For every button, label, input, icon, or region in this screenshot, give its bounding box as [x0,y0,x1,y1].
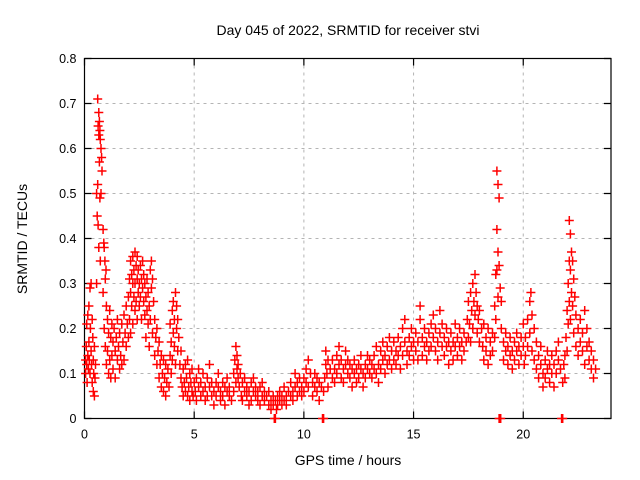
y-tick-label: 0.8 [59,52,76,66]
y-tick-label: 0.7 [59,97,76,111]
x-tick-label: 15 [407,428,421,442]
y-tick-label: 0.6 [59,142,76,156]
gridlines [84,58,611,419]
x-tick-label: 20 [516,428,530,442]
x-tick-label: 0 [81,428,88,442]
y-axis-label: SRMTID / TECUs [14,183,30,295]
y-tick-label: 0.4 [59,232,76,246]
y-tick-label: 0 [70,412,77,426]
y-tick-label: 0.3 [59,277,76,291]
y-tick-label: 0.2 [59,322,76,336]
x-axis-label: GPS time / hours [294,452,402,468]
chart-title: Day 045 of 2022, SRMTID for receiver stv… [216,22,480,38]
scatter-points [81,94,601,423]
y-tick-label: 0.1 [59,367,76,381]
x-tick-label: 5 [191,428,198,442]
x-tick-label: 10 [297,428,311,442]
y-tick-label: 0.5 [59,187,76,201]
